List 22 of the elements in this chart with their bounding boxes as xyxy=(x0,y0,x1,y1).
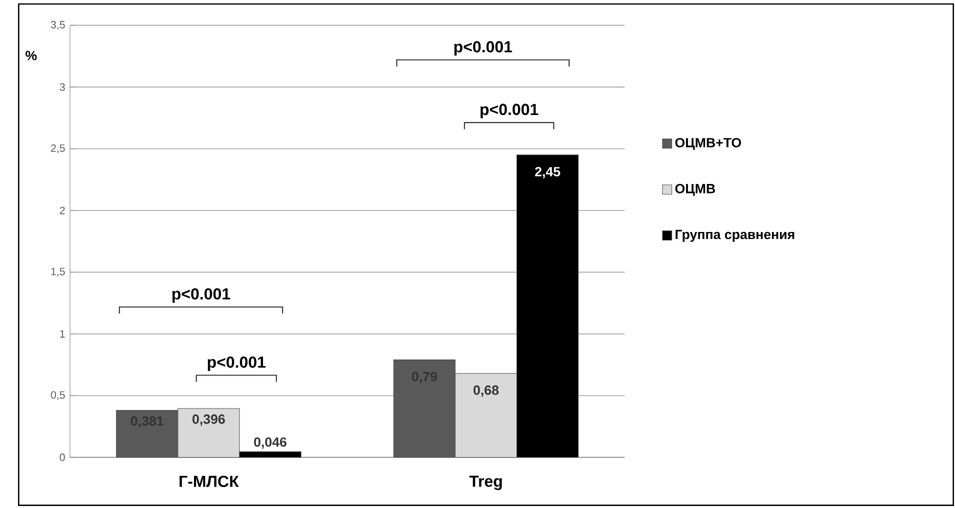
legend-label: Группа сравнения xyxy=(676,230,794,242)
y-tick-label: 1,5 xyxy=(51,268,65,277)
data-label: 0,046 xyxy=(254,437,286,449)
data-label: 2,45 xyxy=(535,166,560,178)
annotation: p<0.001 xyxy=(172,288,230,303)
annotation: p<0.001 xyxy=(454,41,512,56)
y-axis-title: % xyxy=(26,50,37,60)
legend-label: ОЦМВ+ТО xyxy=(675,138,742,150)
data-label: 0,396 xyxy=(192,414,225,426)
y-tick-label: 1 xyxy=(60,330,65,338)
legend-label: ОЦМВ xyxy=(675,184,715,196)
annotation: p<0.001 xyxy=(480,104,538,118)
y-tick-label: 0,5 xyxy=(50,391,65,400)
y-tick-label: 3,5 xyxy=(50,20,65,30)
y-tick-label: 3 xyxy=(60,83,65,91)
data-label: 0,68 xyxy=(474,385,499,397)
y-tick-label: 2,5 xyxy=(51,144,65,154)
x-tick-label: Г-МЛСК xyxy=(180,476,239,488)
x-tick-label: Treg xyxy=(469,476,502,490)
annotation: p<0.001 xyxy=(208,356,266,371)
y-tick-label: 2 xyxy=(60,206,65,214)
y-tick-label: 0 xyxy=(60,454,65,462)
